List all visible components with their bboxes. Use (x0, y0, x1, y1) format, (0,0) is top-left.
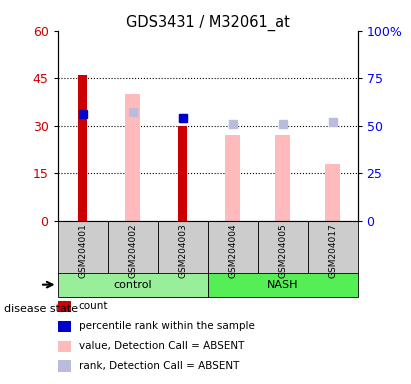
Bar (108, 221, 157, 274)
Text: rank, Detection Call = ABSENT: rank, Detection Call = ABSENT (79, 361, 239, 371)
Text: GSM204002: GSM204002 (128, 223, 137, 278)
Text: GSM204005: GSM204005 (278, 223, 287, 278)
Text: GSM204003: GSM204003 (178, 223, 187, 278)
Bar (58, 361, 71, 372)
Bar (58, 321, 71, 332)
Bar (258, 221, 307, 274)
Bar (58, 221, 108, 274)
Text: count: count (79, 301, 108, 311)
Bar (225, 135, 240, 221)
Text: GSM204004: GSM204004 (228, 223, 237, 278)
Text: disease state: disease state (4, 304, 78, 314)
Bar (208, 273, 358, 297)
Bar (275, 135, 290, 221)
Text: GSM204017: GSM204017 (328, 223, 337, 278)
Title: GDS3431 / M32061_at: GDS3431 / M32061_at (126, 15, 289, 31)
Bar (325, 164, 340, 221)
Bar (208, 221, 258, 274)
Bar (58, 301, 71, 312)
Bar (125, 94, 140, 221)
Text: control: control (113, 280, 152, 290)
Bar (58, 341, 71, 352)
Text: NASH: NASH (267, 280, 298, 290)
Bar (307, 221, 358, 274)
Text: value, Detection Call = ABSENT: value, Detection Call = ABSENT (79, 341, 244, 351)
Bar (78, 75, 87, 221)
Bar (157, 221, 208, 274)
Bar (58, 273, 208, 297)
Text: GSM204001: GSM204001 (78, 223, 87, 278)
Text: percentile rank within the sample: percentile rank within the sample (79, 321, 254, 331)
Bar (178, 126, 187, 221)
